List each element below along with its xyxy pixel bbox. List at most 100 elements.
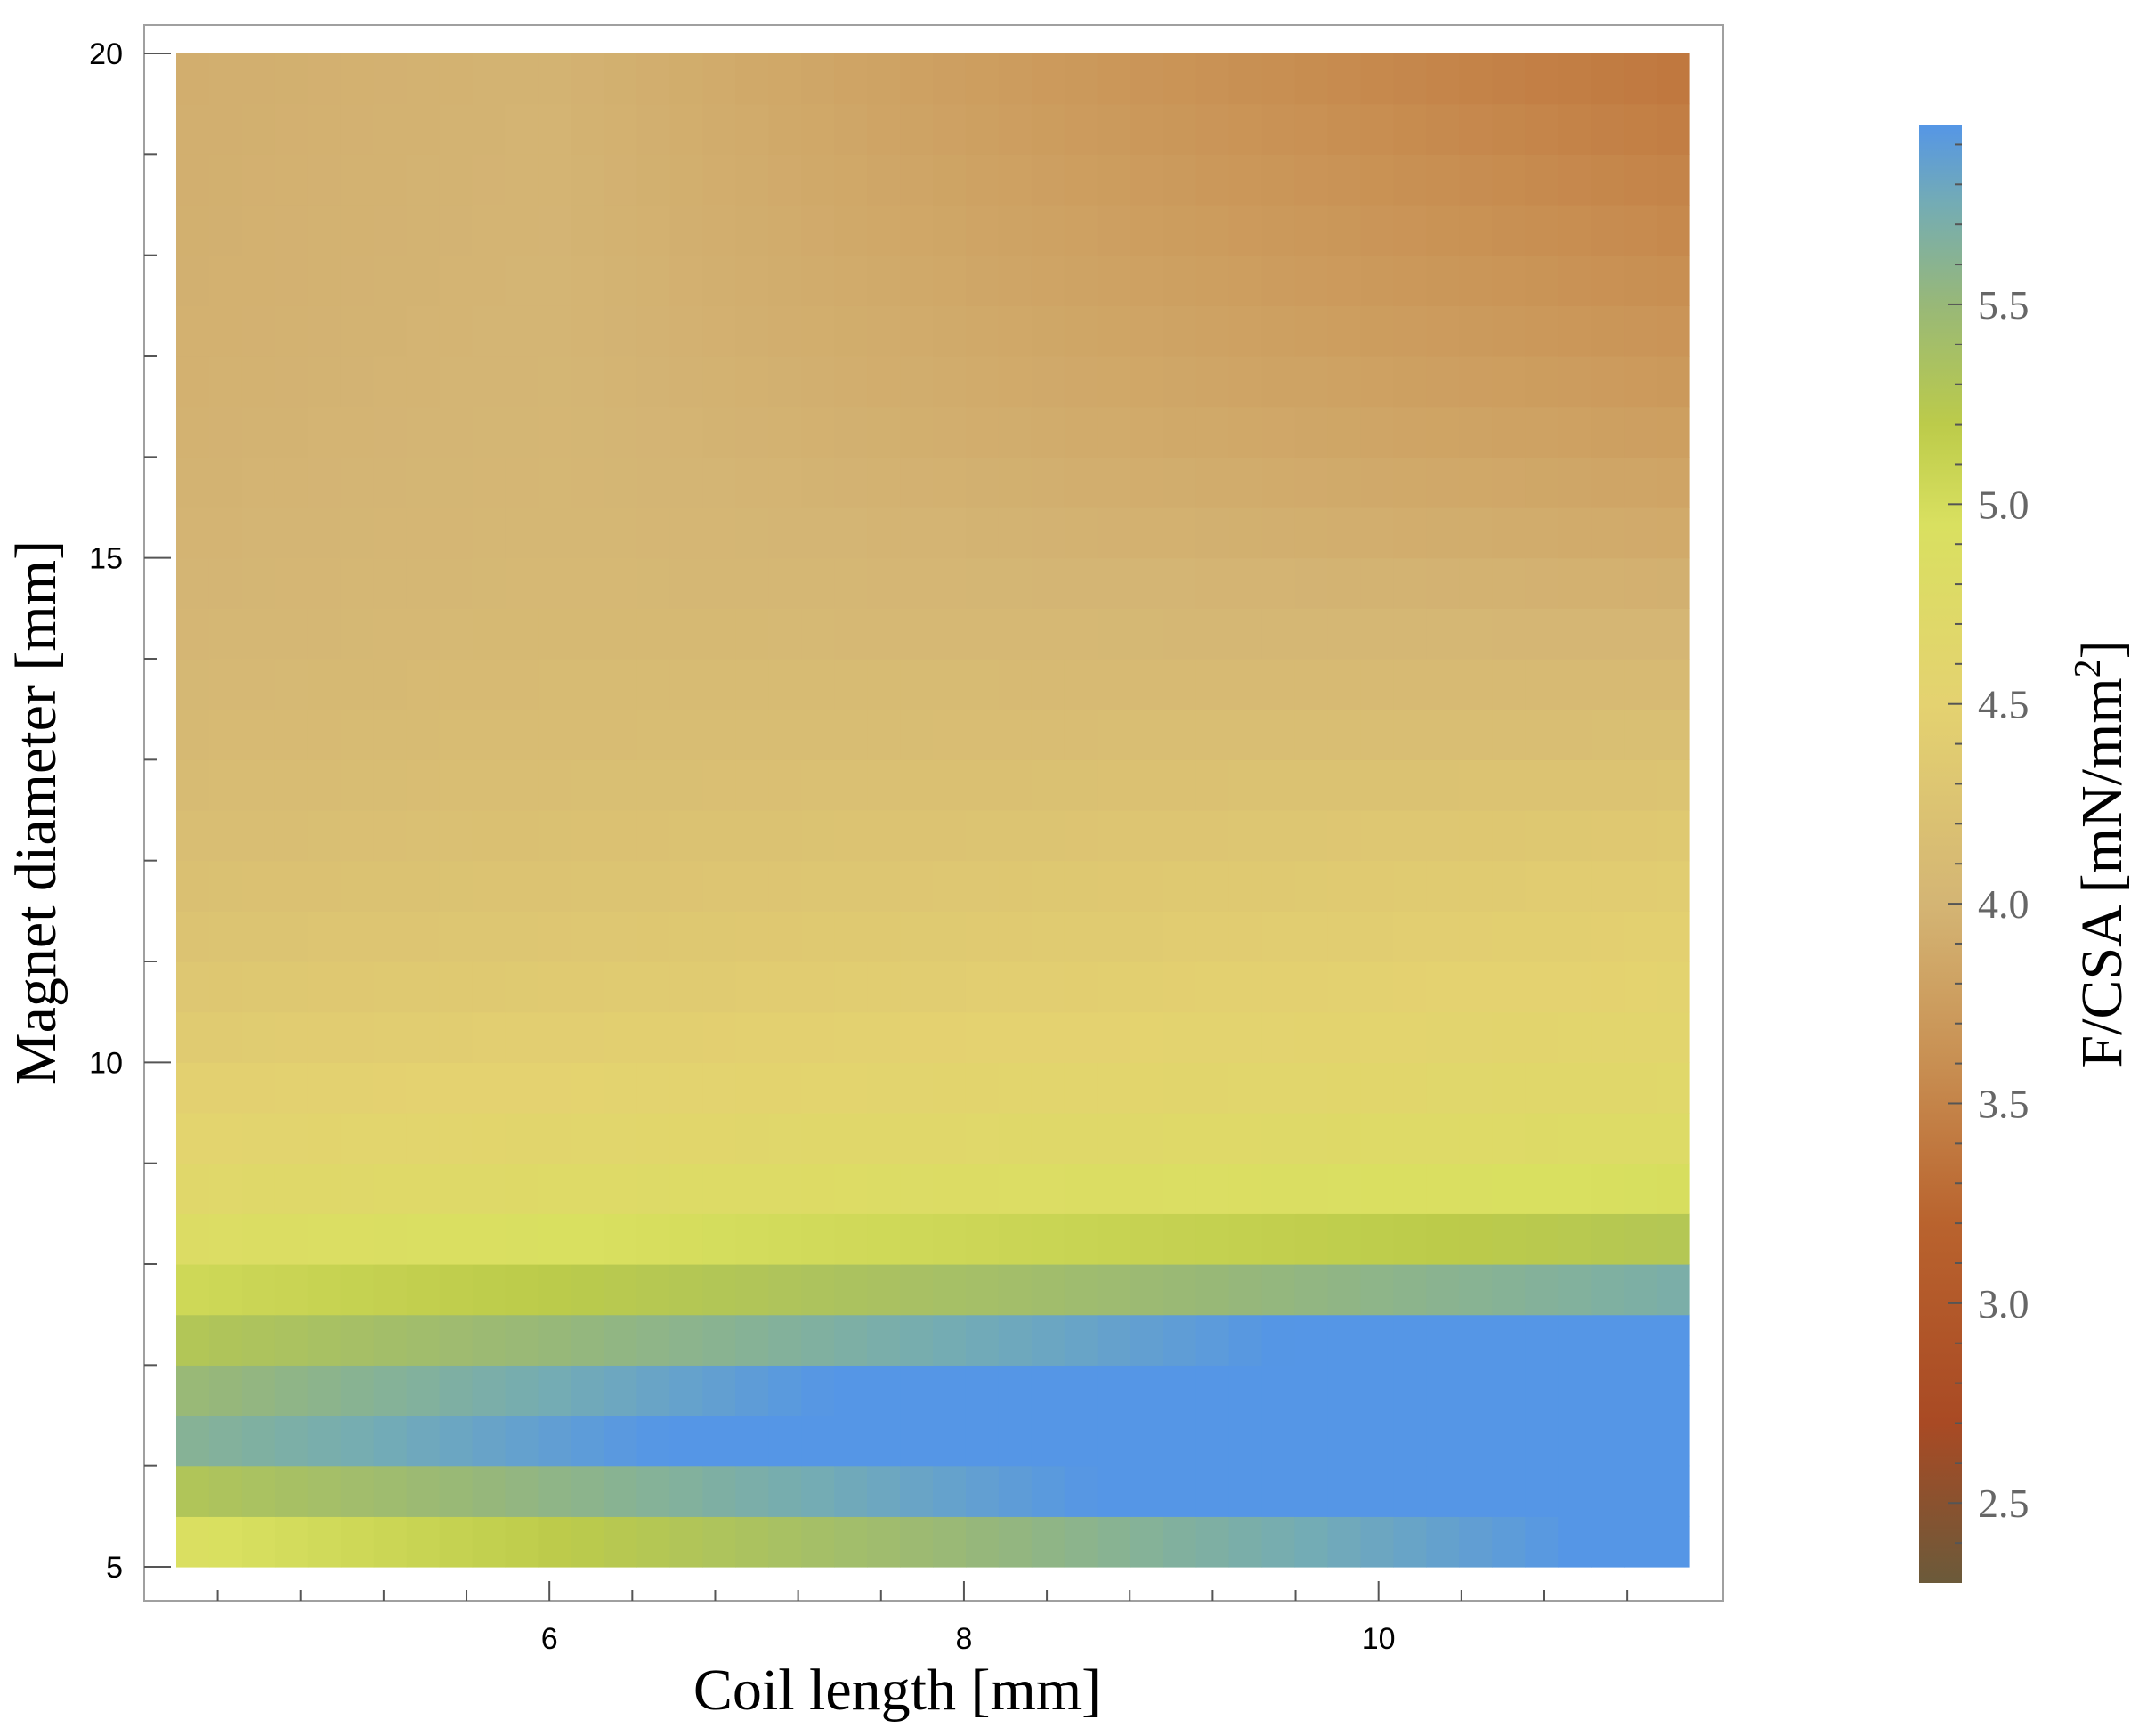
heatmap-cell (1393, 557, 1427, 609)
heatmap-cell (208, 305, 243, 357)
heatmap-cell (1426, 1163, 1460, 1214)
heatmap-cell (208, 709, 243, 760)
heatmap-cell (801, 205, 835, 256)
heatmap-cell (406, 103, 441, 155)
heatmap-cell (1591, 457, 1625, 508)
heatmap-cell (735, 457, 769, 508)
heatmap-cell (965, 810, 1000, 862)
heatmap-cell (735, 1465, 769, 1517)
heatmap-cell (801, 255, 835, 306)
heatmap-cell (1624, 1062, 1657, 1114)
heatmap-cell (1294, 1365, 1329, 1416)
heatmap-cell (1163, 1113, 1197, 1164)
heatmap-cell (1195, 205, 1230, 256)
heatmap-cell (1426, 305, 1460, 357)
heatmap-cell (472, 507, 506, 559)
heatmap-cell (1064, 305, 1098, 357)
heatmap-cell (472, 1264, 506, 1316)
heatmap-cell (1130, 507, 1164, 559)
heatmap-cell (1459, 103, 1493, 155)
heatmap-cell (1097, 659, 1131, 710)
heatmap-cell (439, 1314, 474, 1366)
heatmap-cell (1426, 507, 1460, 559)
heatmap-cell (998, 1516, 1033, 1568)
heatmap-cell (1195, 255, 1230, 306)
heatmap-cell (472, 356, 506, 408)
heatmap-cell (340, 1314, 375, 1366)
heatmap-cell (1228, 759, 1263, 811)
heatmap-cell (505, 1113, 539, 1164)
heatmap-cell (439, 1062, 474, 1114)
heatmap-cell (373, 1465, 408, 1517)
heatmap-cell (1591, 608, 1625, 660)
heatmap-cell (439, 911, 474, 962)
heatmap-cell (1261, 1416, 1296, 1467)
heatmap-cell (702, 1011, 736, 1063)
heatmap-cell (669, 659, 703, 710)
heatmap-cell (505, 205, 539, 256)
heatmap-cell (867, 1163, 901, 1214)
heatmap-cell (834, 911, 868, 962)
heatmap-cell (1360, 305, 1394, 357)
heatmap-cell (867, 810, 901, 862)
heatmap-cell (735, 1213, 769, 1265)
heatmap-cell (702, 709, 736, 760)
heatmap-cell (406, 305, 441, 357)
heatmap-cell (439, 1516, 474, 1568)
heatmap-cell (900, 205, 934, 256)
heatmap-cell (340, 810, 375, 862)
heatmap-cell (1064, 1011, 1098, 1063)
heatmap-cell (241, 1365, 276, 1416)
heatmap-cell (241, 1113, 276, 1164)
colorbar-tick-label: 4.5 (1978, 682, 2030, 727)
heatmap-cell (998, 860, 1033, 912)
heatmap-cell (1163, 961, 1197, 1013)
heatmap-cell (933, 961, 967, 1013)
heatmap-cell (1195, 1516, 1230, 1568)
heatmap-cell (1558, 103, 1592, 155)
heatmap-cell (1657, 1113, 1690, 1164)
heatmap-cell (1558, 608, 1592, 660)
heatmap-cell (1492, 356, 1526, 408)
heatmap-cell (1228, 356, 1263, 408)
heatmap-cell (1426, 154, 1460, 206)
heatmap-cell (604, 356, 637, 408)
heatmap-cell (571, 1264, 605, 1316)
heatmap-cell (274, 1062, 309, 1114)
heatmap-cell (1558, 860, 1592, 912)
heatmap-cell (1130, 255, 1164, 306)
heatmap-cell (406, 557, 441, 609)
y-tick-label: 5 (106, 1551, 123, 1585)
heatmap-cell (1657, 608, 1690, 660)
heatmap-cell (636, 205, 670, 256)
heatmap-cell (702, 1365, 736, 1416)
x-axis: 6 8 10 (216, 1581, 1629, 1656)
heatmap-cell (1525, 103, 1559, 155)
heatmap-cell (1459, 1011, 1493, 1063)
heatmap-cell (1228, 1113, 1263, 1164)
heatmap-cell (965, 860, 1000, 912)
heatmap-cell (1261, 1465, 1296, 1517)
heatmap-cell (1294, 1516, 1329, 1568)
heatmap-cell (1097, 53, 1131, 105)
heatmap-cell (1163, 1416, 1197, 1467)
heatmap-cell (472, 860, 506, 912)
heatmap-cell (340, 1062, 375, 1114)
heatmap-cell (439, 860, 474, 912)
heatmap-cell (1360, 1264, 1394, 1316)
heatmap-cell (340, 659, 375, 710)
heatmap-cell (373, 1314, 408, 1366)
heatmap-cell (274, 255, 309, 306)
heatmap-cell (900, 1213, 934, 1265)
heatmap-cell (241, 608, 276, 660)
heatmap-cell (735, 53, 769, 105)
heatmap-cell (241, 103, 276, 155)
heatmap-cell (439, 1465, 474, 1517)
heatmap-cell (900, 1264, 934, 1316)
heatmap-cell (604, 1314, 637, 1366)
heatmap-cell (307, 1113, 342, 1164)
heatmap-cell (340, 1516, 375, 1568)
heatmap-cell (1426, 1365, 1460, 1416)
heatmap-cell (636, 1062, 670, 1114)
heatmap-cell (307, 356, 342, 408)
